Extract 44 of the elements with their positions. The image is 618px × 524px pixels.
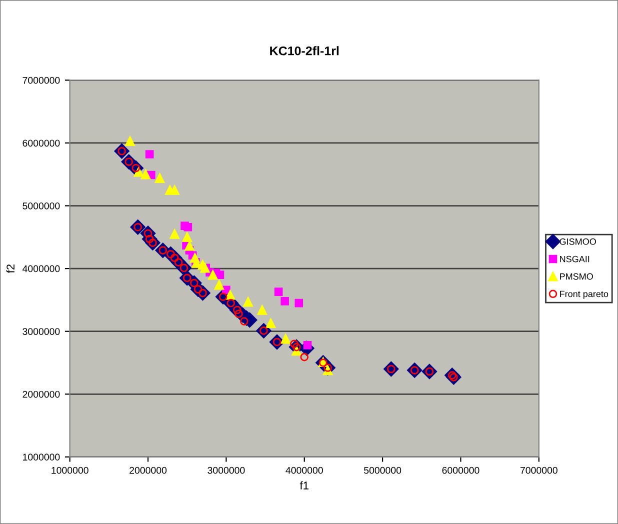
point [170,229,180,239]
x-tick-label: 1000000 [52,466,88,474]
point [214,280,224,290]
y-tick-label: 7000000 [22,76,60,84]
x-tick-label: 3000000 [208,466,245,474]
point [300,352,309,362]
x-tick-label: 5000000 [364,466,402,474]
point [208,270,218,280]
point [243,296,253,307]
x-tick-label: 6000000 [442,466,480,474]
point [125,136,135,146]
y-tick-label: 3000000 [22,328,60,335]
y-axis-title: f2 [6,264,14,274]
x-axis-title: f1 [300,481,308,490]
point [216,270,224,279]
y-tick-label: 1000000 [23,454,60,461]
point [145,234,154,244]
point [170,185,180,195]
x-tick-label: 2000000 [130,466,167,474]
point [225,290,235,300]
point [184,222,192,232]
point [182,232,192,242]
point [280,334,290,344]
point [274,288,283,296]
point [280,297,289,306]
point [154,173,165,183]
point [257,305,268,315]
point [184,241,194,251]
point [294,298,304,308]
x-tick-label: 4000000 [286,466,323,474]
y-tick-label: 6000000 [22,140,60,147]
point [140,170,151,180]
x-tick-label: 7000000 [520,466,558,474]
y-tick-label: 5000000 [22,202,60,210]
point [266,318,276,328]
point [145,150,154,158]
legend-label: PMSMO [560,273,593,280]
legend-label: NSGAII [560,256,590,262]
y-tick-label: 2000000 [22,390,60,398]
legend-label: Front pareto [560,290,608,299]
legend-label: GISMOO [560,238,596,245]
y-tick-label: 4000000 [22,265,60,272]
point [240,317,248,326]
chart-title: KC10-2fl-1rl [270,46,339,56]
